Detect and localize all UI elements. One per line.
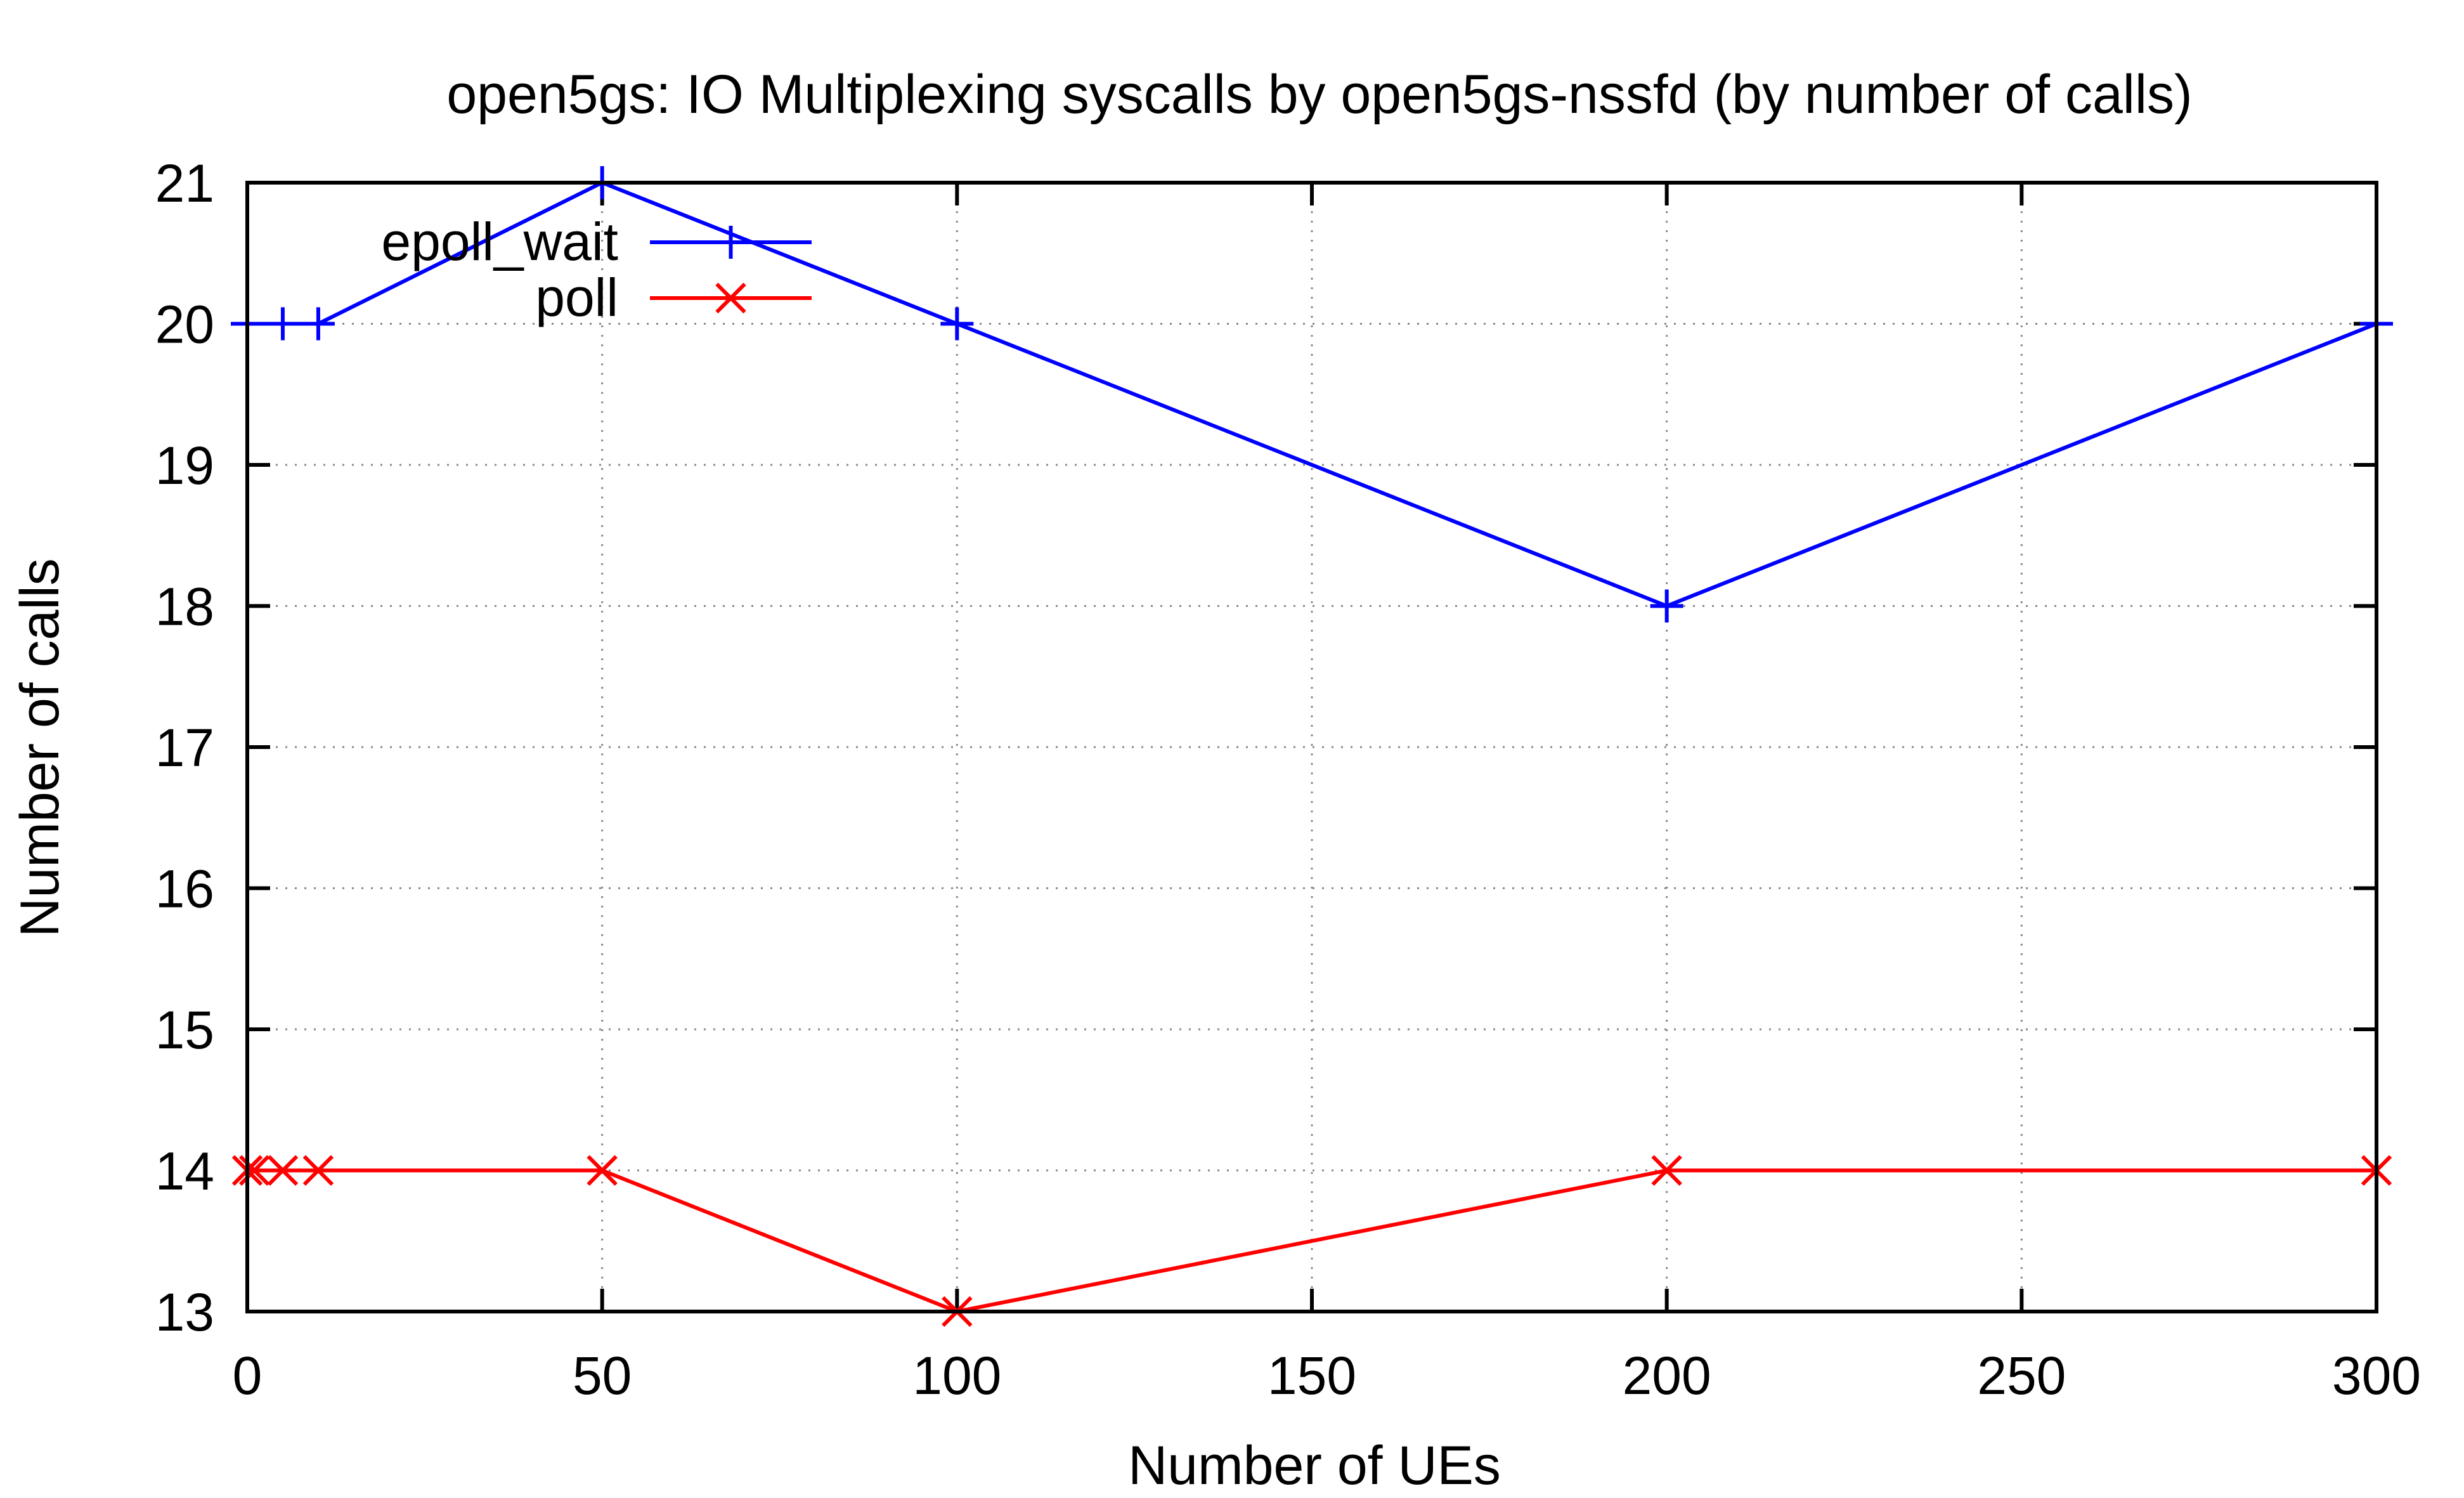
data-point [266, 307, 299, 341]
plot-frame [245, 181, 2378, 1313]
chart-title: open5gs: IO Multiplexing syscalls by ope… [446, 64, 2192, 125]
data-point [587, 1155, 618, 1186]
y-tick-label: 13 [155, 1282, 214, 1342]
y-tick-labels: 13 14 15 16 17 18 19 20 21 [155, 153, 214, 1342]
x-tick-label: 50 [573, 1346, 632, 1405]
data-point [940, 307, 974, 341]
x-tick-label: 150 [1268, 1346, 1356, 1405]
x-tick-label: 200 [1623, 1346, 1711, 1405]
data-point [238, 1155, 270, 1186]
legend-marker [714, 226, 748, 259]
x-tick-label: 0 [233, 1346, 263, 1405]
x-tick-label: 250 [1977, 1346, 2066, 1405]
data-point [1651, 1155, 1682, 1186]
y-tick-label: 18 [155, 577, 214, 637]
data-point [1650, 589, 1683, 623]
y-tick-label: 14 [155, 1142, 214, 1201]
data-point [302, 1155, 334, 1186]
y-axis-title: Number of calls [10, 558, 70, 937]
y-tick-label: 16 [155, 859, 214, 919]
y-tick-label: 21 [155, 153, 214, 213]
legend-label: poll [535, 268, 618, 327]
x-axis-title: Number of UEs [1128, 1435, 1501, 1496]
legend-marker [715, 282, 746, 314]
y-tick-label: 15 [155, 1000, 214, 1060]
y-tick-label: 20 [155, 295, 214, 355]
x-tick-label: 100 [912, 1346, 1001, 1405]
y-tick-label: 17 [155, 718, 214, 778]
data-point [267, 1155, 299, 1186]
series-line-poll [247, 1168, 2376, 1314]
x-tick-labels: 0 50 100 150 200 250 300 [233, 1346, 2421, 1405]
legend-label: epoll_wait [381, 212, 618, 271]
x-tick-label: 300 [2332, 1346, 2421, 1405]
data-point [301, 307, 335, 341]
y-tick-label: 19 [155, 436, 214, 495]
